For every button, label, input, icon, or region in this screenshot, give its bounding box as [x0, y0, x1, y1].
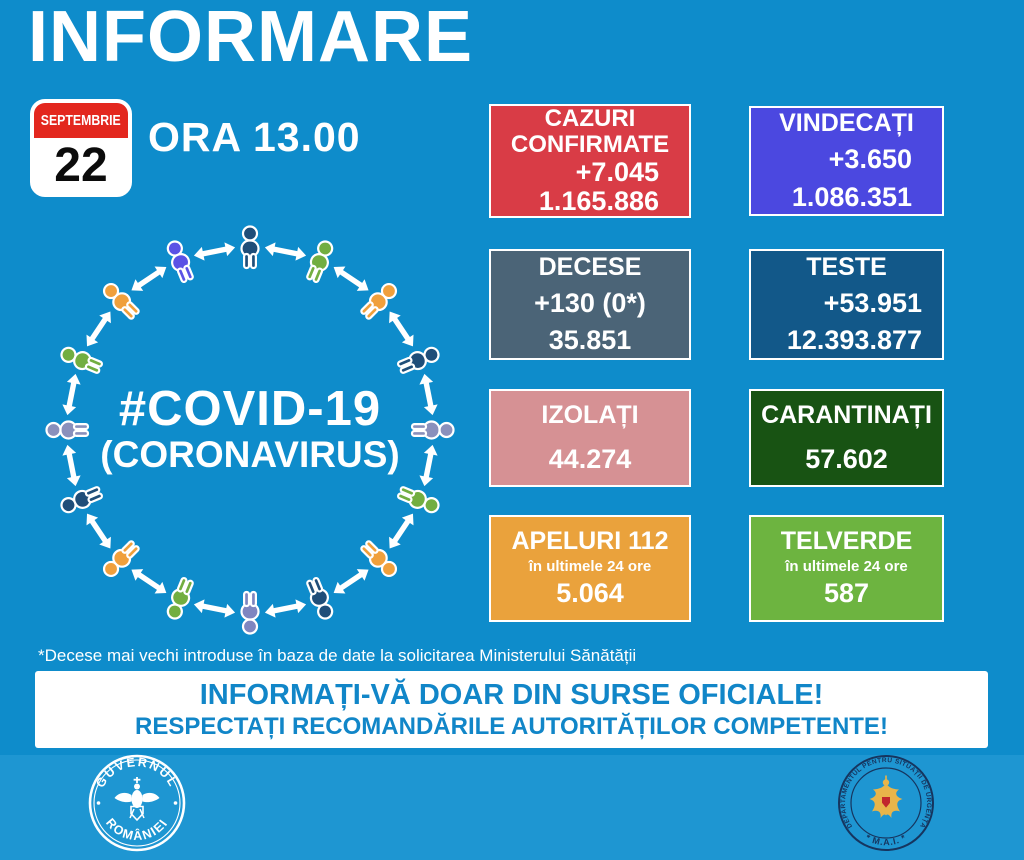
double-arrow-icon: [192, 597, 237, 620]
stat-box-apeluri-112: APELURI 112 în ultimele 24 ore 5.064: [489, 515, 691, 622]
double-arrow-icon: [127, 563, 171, 599]
stat-note: în ultimele 24 ore: [785, 558, 908, 576]
stat-box-teste: TESTE +53.951 12.393.877: [749, 249, 944, 360]
guvernul-romaniei-seal: GUVERNUL ROMÂNIEI: [88, 754, 186, 852]
romania-coat-of-arms-icon: [114, 777, 160, 822]
stat-note: în ultimele 24 ore: [528, 558, 652, 576]
stat-total: 1.165.886: [538, 185, 659, 216]
stat-title: VINDECAȚI: [779, 109, 914, 138]
calendar-month: SEPTEMBRIE: [34, 103, 128, 138]
double-arrow-icon: [60, 372, 83, 417]
double-arrow-icon: [329, 563, 373, 599]
covid-hashtag: #COVID-19: [119, 382, 381, 436]
stat-title: CAZURI CONFIRMATE: [510, 104, 670, 158]
person-icon: [240, 225, 260, 270]
time-label: ORA 13.00: [148, 114, 361, 160]
stat-total: 587: [823, 578, 870, 609]
stat-title: DECESE: [538, 252, 642, 281]
dsu-mai-seal: DEPARTAMENTUL PENTRU SITUAȚII DE URGENȚĂ…: [838, 755, 934, 851]
dsu-eagle-icon: [869, 775, 903, 818]
person-icon: [163, 237, 198, 285]
page-title: INFORMARE: [28, 0, 473, 77]
stat-total: 1.086.351: [791, 181, 912, 212]
stat-delta: +130 (0*): [534, 287, 646, 318]
double-arrow-icon: [383, 307, 419, 351]
stat-total: 5.064: [556, 578, 624, 609]
stat-title: APELURI 112: [511, 527, 669, 556]
double-arrow-icon: [127, 261, 171, 297]
calendar-day: 22: [34, 138, 128, 193]
double-arrow-icon: [329, 261, 373, 297]
double-arrow-icon: [263, 597, 308, 620]
double-arrow-icon: [81, 307, 117, 351]
stat-total: 57.602: [805, 443, 888, 474]
stat-title: CARANTINAȚI: [761, 400, 932, 429]
double-arrow-icon: [192, 240, 237, 263]
person-icon: [395, 343, 443, 378]
double-arrow-icon: [263, 240, 308, 263]
stat-box-telverde: TELVERDE în ultimele 24 ore 587: [749, 515, 944, 622]
covid-circle-figure: #COVID-19 (CORONAVIRUS): [45, 225, 455, 635]
double-arrow-icon: [81, 509, 117, 553]
stat-box-izolati: IZOLAȚI 44.274: [489, 389, 691, 487]
stat-box-decese: DECESE +130 (0*) 35.851: [489, 249, 691, 360]
person-icon: [45, 420, 90, 440]
stat-total: 44.274: [548, 443, 632, 474]
coronavirus-label: (CORONAVIRUS): [100, 434, 399, 475]
calendar-icon: SEPTEMBRIE 22: [30, 99, 132, 197]
stat-title: IZOLAȚI: [541, 400, 639, 429]
stat-delta: +53.951: [823, 287, 922, 318]
person-icon: [163, 575, 198, 623]
svg-text:* M.A.I. *: * M.A.I. *: [864, 832, 908, 847]
stat-title: TELVERDE: [780, 527, 913, 556]
stat-title: TESTE: [806, 252, 887, 281]
stat-box-carantinati: CARANTINAȚI 57.602: [749, 389, 944, 487]
dsu-seal-bottom-text: * M.A.I. *: [864, 832, 907, 847]
stat-box-cazuri-confirmate: CAZURI CONFIRMATE +7.045 1.165.886: [489, 104, 691, 218]
person-icon: [240, 590, 260, 635]
stat-delta: +7.045: [575, 156, 659, 187]
double-arrow-icon: [60, 443, 83, 488]
person-icon: [395, 482, 443, 517]
deaths-footnote: *Decese mai vechi introduse în baza de d…: [38, 646, 637, 665]
double-arrow-icon: [417, 372, 440, 417]
stat-total: 35.851: [548, 325, 632, 355]
person-icon: [302, 237, 337, 285]
banner-line-1: INFORMAȚI-VĂ DOAR DIN SURSE OFICIALE!: [199, 678, 824, 711]
person-icon: [57, 482, 105, 517]
person-icon: [410, 420, 455, 440]
person-icon: [302, 575, 337, 623]
double-arrow-icon: [417, 443, 440, 488]
stat-box-vindecati: VINDECAȚI +3.650 1.086.351: [749, 106, 944, 216]
banner-line-2: RESPECTAȚI RECOMANDĂRILE AUTORITĂȚILOR C…: [135, 712, 888, 740]
footer-band: GRUPUL DE COMUNICARE STRATEGICĂ: [0, 755, 1024, 860]
person-icon: [57, 343, 105, 378]
stat-delta: +3.650: [828, 144, 912, 175]
stat-total: 12.393.877: [786, 325, 922, 355]
official-sources-banner: INFORMAȚI-VĂ DOAR DIN SURSE OFICIALE! RE…: [35, 671, 988, 748]
double-arrow-icon: [383, 509, 419, 553]
